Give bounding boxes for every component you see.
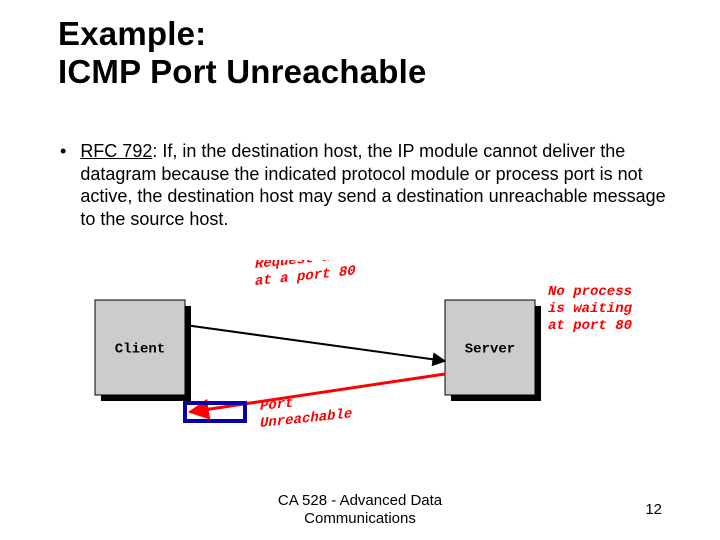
bullet-marker: •: [60, 140, 66, 163]
slide: Example: ICMP Port Unreachable • RFC 792…: [0, 0, 720, 540]
footer-line1: CA 528 - Advanced Data: [278, 492, 442, 509]
diagram: Client Server Request a serviceat a port 8…: [60, 260, 680, 460]
caption-noproc: No processis waitingat port 80: [548, 284, 633, 334]
bullet-text: RFC 792: If, in the destination host, th…: [80, 140, 670, 230]
bullet-item: • RFC 792: If, in the destination host, …: [60, 140, 670, 230]
title-line2: ICMP Port Unreachable: [58, 53, 427, 90]
rfc-label: RFC 792: [80, 141, 152, 161]
footer-line2: Communications: [0, 510, 720, 528]
bullet-body: : If, in the destination host, the IP mo…: [80, 141, 665, 229]
svg-text:is waiting: is waiting: [548, 301, 633, 317]
node-label-server: Server: [465, 342, 515, 358]
page-number: 12: [645, 501, 662, 518]
edge-server-client: [190, 374, 445, 412]
slide-title: Example: ICMP Port Unreachable: [58, 15, 427, 91]
caption-req: Request a serviceat a port 80: [255, 260, 398, 290]
svg-text:at port 80: at port 80: [548, 318, 632, 334]
footer: CA 528 - Advanced Data Communications: [0, 492, 720, 528]
edge-client-server: [185, 325, 445, 361]
node-label-client: Client: [115, 342, 165, 358]
svg-text:No process: No process: [548, 284, 632, 300]
title-line1: Example:: [58, 15, 206, 52]
